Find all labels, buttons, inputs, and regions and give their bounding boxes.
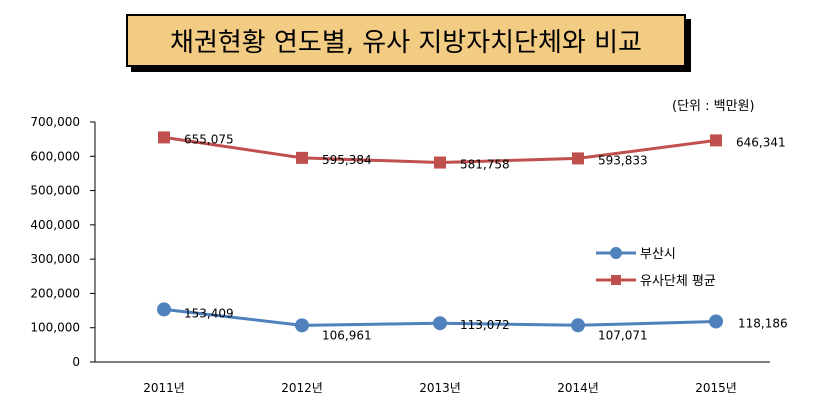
- chart-title: 채권현황 연도별, 유사 지방자치단체와 비교: [126, 14, 686, 67]
- x-tick-label: 2015년: [695, 381, 737, 395]
- data-label: 118,186: [738, 316, 788, 330]
- x-tick-label: 2014년: [557, 381, 599, 395]
- x-tick-label: 2011년: [143, 381, 185, 395]
- x-tick-label: 2013년: [419, 381, 461, 395]
- y-tick-label: 300,000: [30, 252, 80, 266]
- data-label: 655,075: [184, 132, 234, 146]
- y-tick-label: 200,000: [30, 286, 80, 300]
- legend-marker: [610, 247, 622, 259]
- y-tick-label: 100,000: [30, 321, 80, 335]
- data-point: [433, 316, 447, 331]
- data-point: [709, 314, 723, 329]
- legend-marker: [611, 275, 621, 285]
- legend-label: 유사단체 평균: [640, 274, 716, 289]
- data-label: 595,384: [322, 153, 372, 167]
- x-tick-label: 2012년: [281, 381, 323, 395]
- unit-label: (단위 : 백만원): [672, 99, 755, 114]
- data-point: [296, 151, 308, 164]
- data-label: 107,071: [598, 328, 648, 342]
- data-label: 106,961: [322, 328, 372, 342]
- legend-label: 부산시: [640, 247, 676, 262]
- data-point: [158, 131, 170, 144]
- data-label: 593,833: [598, 153, 648, 167]
- y-tick-label: 500,000: [30, 184, 80, 198]
- data-label: 113,072: [460, 318, 510, 332]
- y-tick-label: 600,000: [30, 149, 80, 163]
- data-label: 646,341: [736, 135, 786, 149]
- data-point: [710, 134, 722, 147]
- y-tick-label: 0: [72, 355, 80, 369]
- y-tick-label: 700,000: [30, 115, 80, 129]
- data-point: [572, 152, 584, 165]
- y-tick-label: 400,000: [30, 218, 80, 232]
- data-point: [571, 318, 585, 333]
- data-point: [434, 156, 446, 169]
- data-point: [295, 318, 309, 333]
- data-label: 153,409: [184, 306, 234, 320]
- data-label: 581,758: [460, 158, 510, 172]
- data-point: [157, 302, 171, 317]
